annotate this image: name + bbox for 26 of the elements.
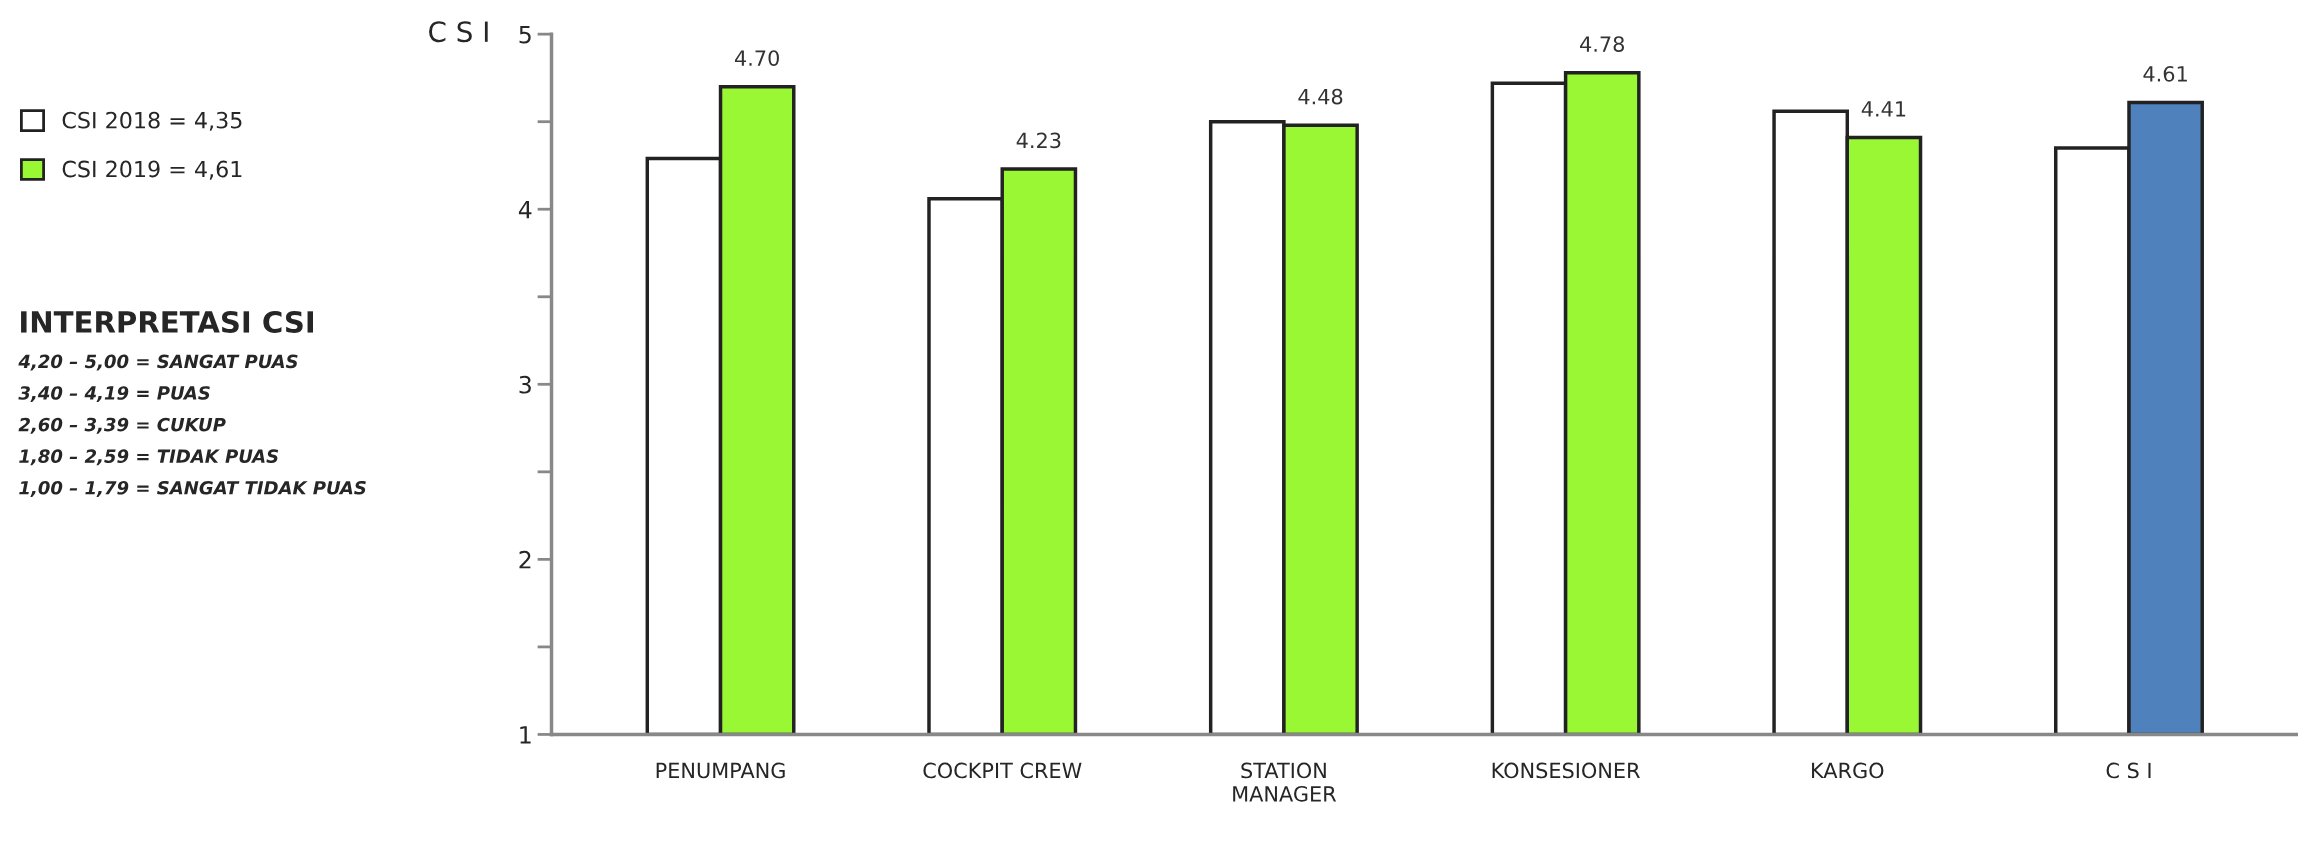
data-label: 4.78 <box>1580 36 1624 52</box>
y-tick-label: 2 <box>519 550 531 569</box>
y-tick-label: 1 <box>520 726 531 744</box>
data-label: 4.70 <box>734 50 779 66</box>
y-tick-label: 3 <box>519 375 531 394</box>
y-tick-label: 4 <box>518 200 532 219</box>
data-label: 4.48 <box>1298 88 1343 105</box>
data-label: 4.23 <box>1016 132 1061 149</box>
x-tick-label: C S I <box>2106 762 2151 779</box>
x-tick-label: STATION MANAGER <box>1233 762 1337 802</box>
legend-label: CSI 2018 = 4,35 <box>62 111 242 131</box>
x-tick-label: PENUMPANG <box>656 762 785 779</box>
x-tick-label: KONSESIONER <box>1492 762 1640 779</box>
text: 2,60 – 3,39 = CUKUP <box>18 417 226 434</box>
text: INTERPRETASI CSI <box>21 310 314 333</box>
y-axis-title: C S I <box>429 21 488 43</box>
x-tick-label: KARGO <box>1812 762 1884 779</box>
text: 3,40 – 4,19 = PUAS <box>18 386 210 403</box>
text: 1,00 – 1,79 = SANGAT TIDAK PUAS <box>19 480 366 497</box>
data-label: 4.61 <box>2143 65 2187 82</box>
legend-label: CSI 2019 = 4,61 <box>62 160 242 180</box>
y-tick-label: 5 <box>519 25 531 44</box>
data-label: 4.41 <box>1861 101 1906 117</box>
x-tick-label: COCKPIT CREW <box>923 762 1082 779</box>
text: 1,80 – 2,59 = TIDAK PUAS <box>19 449 279 466</box>
text: 4,20 – 5,00 = SANGAT PUAS <box>18 354 298 371</box>
